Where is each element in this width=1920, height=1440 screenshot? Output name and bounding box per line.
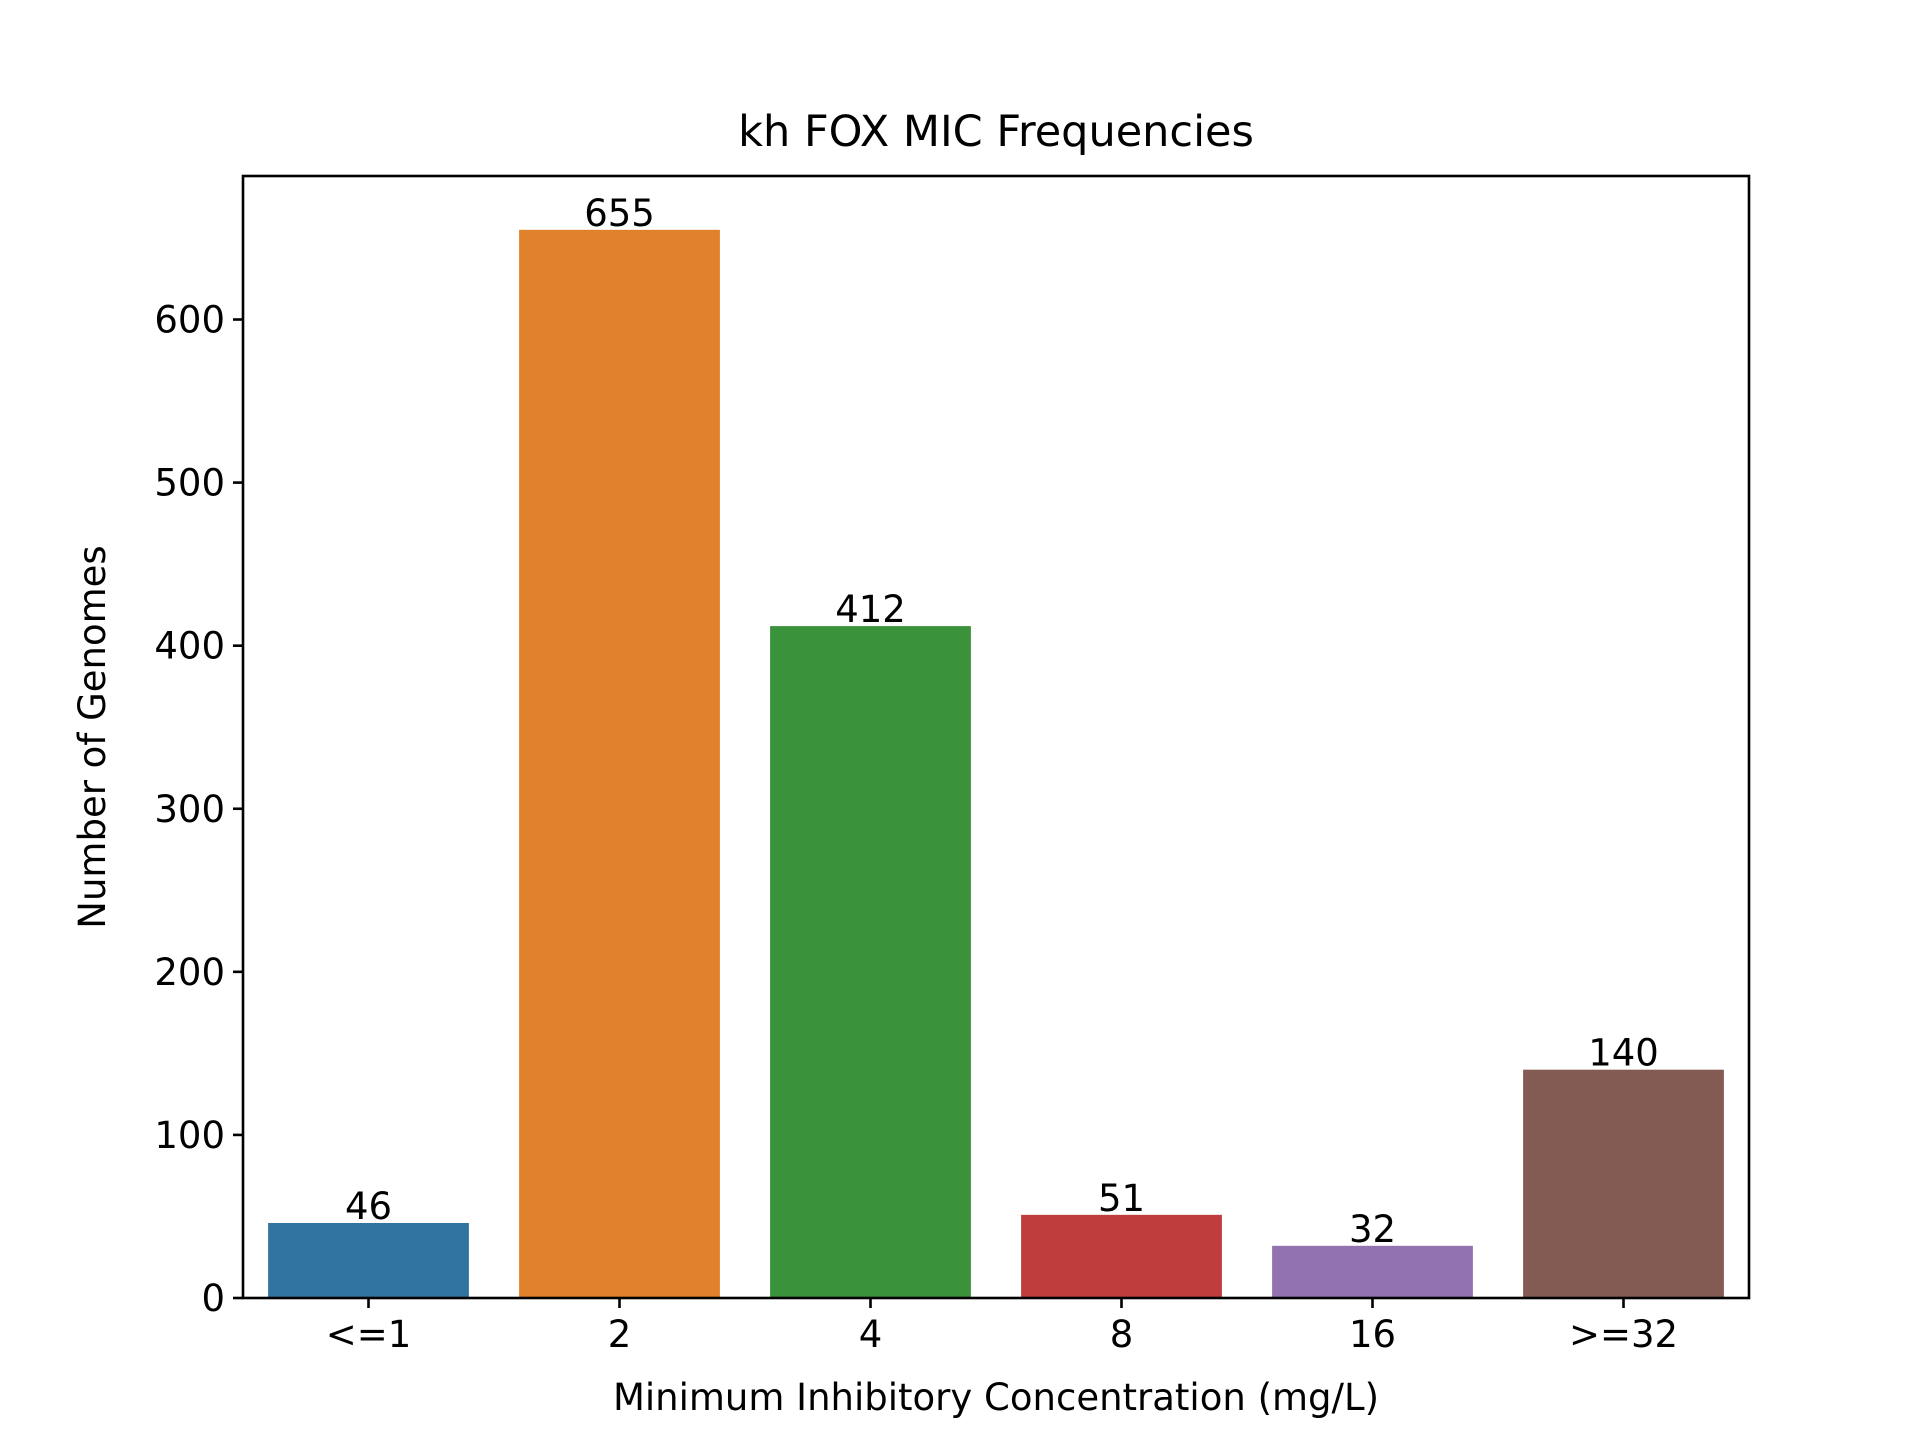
y-tick-label: 100 [154,1114,225,1157]
data-label: 140 [1588,1032,1659,1075]
data-label: 655 [584,192,655,235]
x-tick-label: 16 [1349,1313,1396,1356]
plot-frame [241,174,1751,1300]
x-tick-label: >=32 [1569,1313,1678,1356]
bar [1021,1214,1222,1298]
data-label: 32 [1349,1208,1396,1251]
x-axis-label: Minimum Inhibitory Concentration (mg/L) [613,1376,1379,1419]
data-label: 51 [1098,1177,1145,1220]
x-tick-label: 2 [608,1313,632,1356]
y-tick-label: 0 [201,1277,225,1320]
data-labels-layer: 46 655 412 51 32 140 [345,192,1659,1251]
data-label: 46 [345,1185,392,1228]
y-axis-label: Number of Genomes [71,545,114,928]
y-tick-label: 400 [154,625,225,668]
bar [1272,1245,1473,1298]
y-tick-label: 500 [154,462,225,505]
bar [268,1222,469,1298]
y-tick-label: 600 [154,299,225,342]
bar [770,626,971,1298]
x-tick-label: 4 [859,1313,883,1356]
y-tick-label: 300 [154,788,225,831]
data-label: 412 [835,588,906,631]
x-tick-label: 8 [1110,1313,1134,1356]
y-tick-label: 200 [154,951,225,994]
bar [519,229,720,1298]
x-tick-label: <=1 [326,1313,412,1356]
bars-layer [268,229,1724,1298]
bar [1523,1069,1724,1298]
chart-title: kh FOX MIC Frequencies [738,107,1254,157]
y-axis: 0 100 200 300 400 500 600 [154,299,243,1320]
x-axis: <=1 2 4 8 16 >=32 [326,1298,1678,1356]
